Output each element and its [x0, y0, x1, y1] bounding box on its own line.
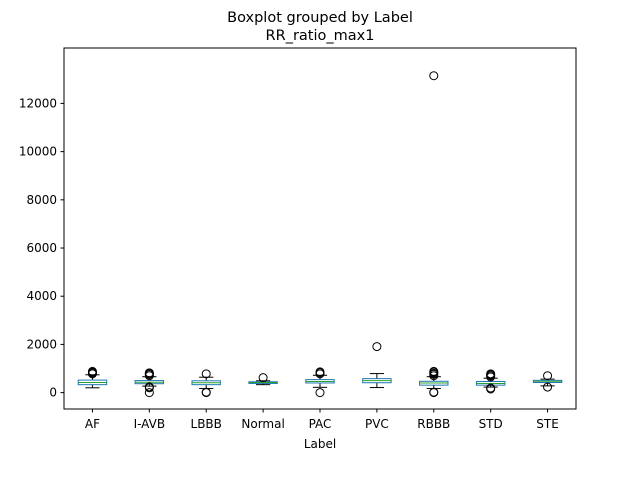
x-tick-label: I-AVB [134, 417, 166, 431]
chart-title: Boxplot grouped by Label [227, 10, 413, 26]
flier-point [144, 382, 154, 392]
flier-point [201, 387, 211, 397]
flier-point [429, 366, 439, 376]
y-tick-label: 2000 [26, 337, 57, 351]
flier-point [201, 369, 211, 379]
box-group [134, 368, 165, 398]
x-tick-label: STE [536, 417, 559, 431]
x-tick-label: PAC [309, 417, 332, 431]
flier-point [543, 382, 553, 392]
x-tick-label: Normal [241, 417, 284, 431]
x-tick-label: STD [479, 417, 503, 431]
box-group [77, 366, 108, 389]
box-group [305, 367, 335, 398]
y-tick-label: 4000 [26, 289, 57, 303]
flier-point [429, 387, 439, 397]
x-axis: AF I-AVB LBBB Normal PAC PVC RBBB STD STE [85, 409, 559, 431]
plot-frame [63, 47, 577, 410]
box-group [475, 369, 506, 394]
box-group [419, 71, 449, 398]
box-group [191, 369, 221, 398]
box-group [248, 373, 278, 386]
flier-point [429, 71, 439, 81]
flier-point [315, 388, 325, 398]
x-axis-label: Label [304, 437, 336, 451]
y-tick-label: 10000 [19, 145, 57, 159]
flier-point [543, 371, 553, 381]
y-tick-label: 8000 [26, 193, 57, 207]
x-tick-label: LBBB [191, 417, 222, 431]
flier-point [486, 383, 496, 393]
x-tick-label: PVC [365, 417, 389, 431]
box-group [532, 371, 563, 392]
x-tick-label: AF [85, 417, 100, 431]
y-tick-label: 6000 [26, 241, 57, 255]
flier-point [315, 367, 325, 377]
y-tick-label: 0 [49, 386, 57, 400]
flier-point [486, 369, 496, 379]
flier-point [144, 388, 154, 398]
flier-point [372, 342, 382, 352]
y-tick-label: 12000 [19, 96, 57, 110]
flier-point [258, 373, 268, 383]
x-tick-label: RBBB [417, 417, 450, 431]
y-axis: 0 2000 4000 6000 8000 10000 12000 [19, 96, 64, 400]
box-group [362, 342, 392, 389]
plot-marks [77, 71, 563, 398]
chart-subtitle: RR_ratio_max1 [266, 28, 375, 44]
flier-point [144, 368, 154, 378]
flier-point [87, 366, 97, 376]
